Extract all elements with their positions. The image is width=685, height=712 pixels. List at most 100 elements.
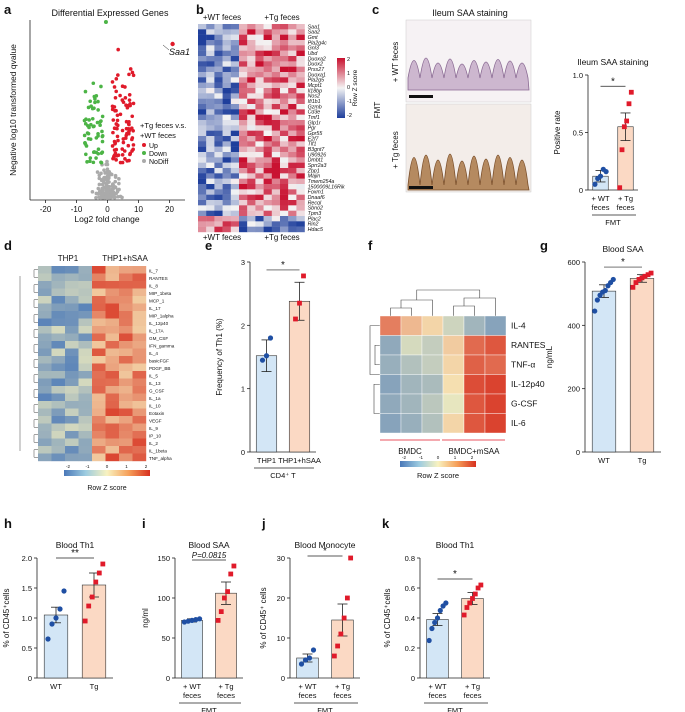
volcano-point-up — [120, 153, 125, 157]
volcano-point-down — [100, 139, 105, 144]
heatmap-b-cell — [206, 210, 215, 217]
heatmap-b-cell — [280, 205, 289, 211]
x-group-label: FMT — [201, 706, 217, 712]
heatmap-b-cell — [247, 210, 256, 217]
heatmap-f-cell — [484, 315, 507, 336]
heatmap-b-cell — [255, 141, 264, 147]
heatmap-d-cell — [119, 378, 133, 387]
heatmap-d-cell — [119, 348, 133, 357]
volcano-point-down — [96, 108, 100, 112]
heatmap-b-cell — [230, 29, 240, 35]
y-tick-label: 0.2 — [405, 644, 415, 653]
heatmap-b-cell — [214, 221, 223, 227]
heatmap-b-cell — [288, 61, 297, 67]
heatmap-b-cell — [288, 152, 297, 158]
heatmap-f-cell — [442, 354, 465, 375]
panel-label-b: b — [196, 2, 204, 17]
heatmap-b-cell — [222, 40, 231, 46]
heatmap-d-cell — [78, 273, 93, 282]
ileum-tg-villi — [407, 153, 530, 191]
heatmap-b-cell — [296, 50, 305, 57]
data-point — [93, 579, 99, 585]
volcano-point-down — [89, 122, 93, 127]
heatmap-b-cell — [214, 77, 223, 83]
heatmap-b-cell — [255, 216, 264, 222]
heatmap-b-cell — [206, 120, 215, 126]
heatmap-b-cell — [198, 29, 207, 35]
data-point — [215, 618, 221, 623]
heatmap-d-cell — [92, 386, 106, 394]
heatmap-d-cell — [51, 393, 66, 402]
bar-chart-k: Blood Th1 0 0.2 0.4 0.6 0.8 % of CD45⁺cells + W… — [383, 540, 490, 712]
heatmap-d-gene-label: IL_7 — [149, 268, 158, 273]
heatmap-b-cell — [255, 104, 264, 110]
heatmap-d-cell — [78, 446, 93, 454]
heatmap-d-cell — [65, 423, 79, 432]
heatmap-d-colorbar-tick: -1 — [85, 464, 89, 469]
heatmap-b-cell — [214, 216, 223, 222]
heatmap-b-cell — [230, 45, 240, 51]
heatmap-d-cell — [38, 356, 52, 364]
volcano-point-down — [88, 137, 93, 141]
heatmap-b-cell — [296, 173, 305, 179]
heatmap-d-gene-label: Eotaxin — [149, 411, 165, 416]
x-tick-label: feces — [464, 691, 482, 700]
x-tick-label: feces — [334, 691, 352, 700]
volcano-point-up — [118, 160, 123, 165]
heatmap-b-cell — [263, 173, 272, 179]
volcano-point-up — [127, 92, 132, 97]
heatmap-d-cell — [92, 401, 106, 409]
y-tick-label: 20 — [277, 594, 285, 603]
heatmap-b-cell — [296, 98, 305, 105]
volcano-point-nodiff — [105, 162, 110, 167]
heatmap-b-cell — [288, 77, 297, 83]
data-point — [61, 588, 67, 594]
heatmap-d-cell — [51, 348, 66, 357]
panel-label-h: h — [4, 516, 12, 531]
heatmap-d-cell — [119, 318, 133, 327]
volcano-point-nodiff — [95, 170, 100, 174]
heatmap-b-cell — [288, 29, 297, 35]
heatmap-b-cell — [296, 221, 305, 227]
volcano-xlabel: Log2 fold change — [74, 214, 139, 224]
heatmap-d-cell — [38, 303, 52, 312]
heatmap-b-cell — [198, 157, 207, 163]
heatmap-b-cell — [206, 45, 215, 51]
heatmap-f-cell — [400, 374, 423, 395]
heatmap-b-cell — [280, 162, 289, 169]
data-point — [626, 101, 632, 107]
heatmap-d-cell — [65, 341, 79, 349]
volcano-point-down — [83, 122, 88, 126]
volcano-point-down — [98, 120, 103, 124]
heatmap-b-cell — [263, 24, 272, 30]
heatmap-b-cell — [222, 184, 231, 190]
data-point — [464, 605, 470, 610]
volcano-point-up — [110, 104, 115, 109]
heatmap-d-cell — [51, 266, 66, 274]
heatmap-b-cell — [247, 125, 256, 131]
heatmap-f-row-label: TNF-α — [511, 360, 535, 370]
heatmap-b-cell — [198, 141, 207, 147]
heatmap-f-cell — [463, 315, 486, 336]
y-tick-label: 200 — [567, 385, 580, 394]
heatmap-d-dendrogram — [33, 329, 38, 338]
heatmap-b-cell — [255, 61, 264, 67]
heatmap-b-cell — [255, 200, 264, 206]
volcano-point-up — [116, 73, 120, 77]
heatmap-b-cell — [263, 210, 272, 217]
heatmap-b-cell — [230, 200, 240, 206]
heatmap-b-cell — [247, 178, 256, 185]
heatmap-b-cell — [247, 157, 256, 163]
heatmap-f-cell — [442, 393, 465, 414]
volcano-point-down — [103, 20, 108, 24]
data-point — [263, 353, 270, 359]
heatmap-f-cell — [442, 335, 465, 356]
heatmap-d-cell — [78, 363, 93, 372]
bar-title: Blood Th1 — [436, 540, 475, 550]
heatmap-d-cell — [119, 341, 133, 349]
heatmap-d-cell — [92, 363, 106, 372]
heatmap-b-cell — [230, 226, 240, 233]
heatmap-b-cell — [222, 109, 231, 115]
heatmap-b-cell — [239, 221, 248, 227]
y-tick-label: 1 — [241, 385, 245, 394]
